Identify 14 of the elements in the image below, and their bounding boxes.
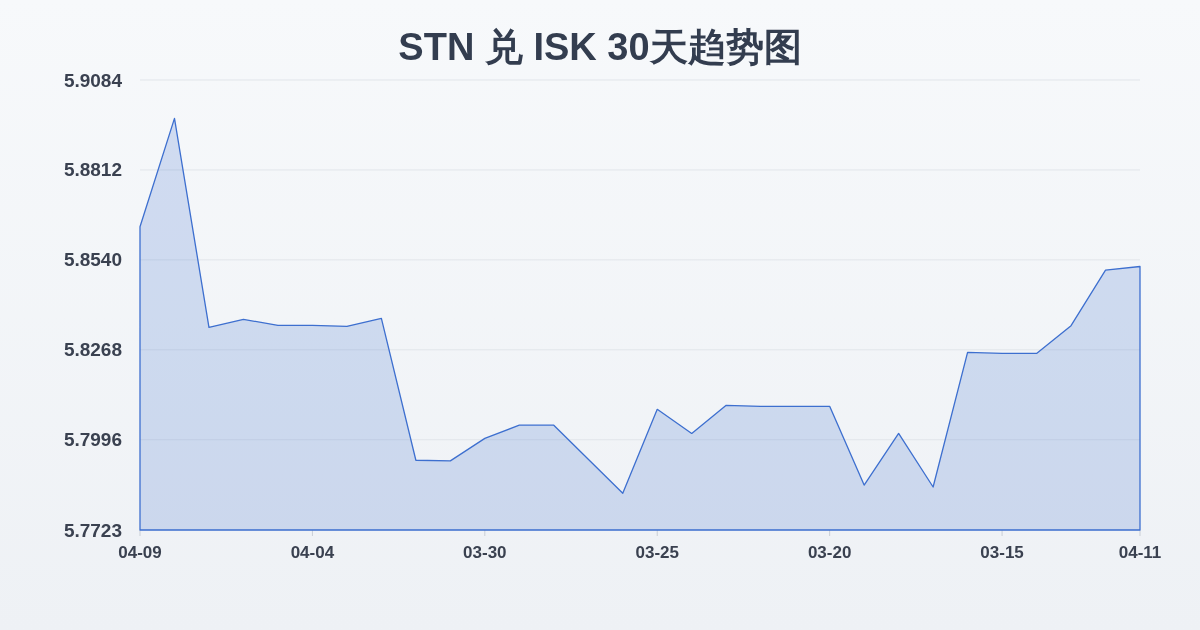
ytick: 5.8812	[63, 159, 122, 181]
xtick: 03-20	[807, 543, 852, 562]
ytick: 5.7723	[63, 519, 122, 541]
ytick: 5.9084	[63, 69, 122, 91]
xtick: 04-11	[1118, 543, 1162, 562]
xtick: 03-15	[980, 543, 1024, 562]
ytick: 5.8268	[63, 339, 122, 361]
title: STN 兑 ISK 30天趋势图	[398, 26, 802, 68]
xtick: 03-30	[463, 543, 507, 562]
xtick: 04-04	[290, 543, 335, 562]
ytick: 5.7996	[63, 429, 122, 451]
xtick: 03-25	[635, 543, 679, 562]
ytick: 5.8540	[63, 249, 122, 271]
xtick: 04-09	[118, 543, 162, 562]
